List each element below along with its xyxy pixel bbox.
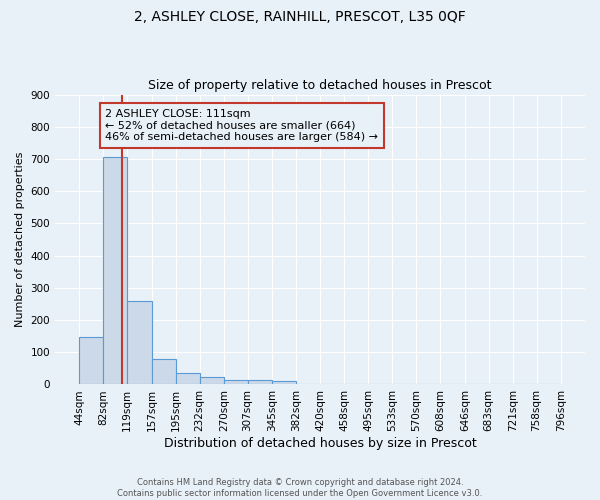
Bar [248, 380, 272, 384]
Bar [127, 300, 152, 384]
Text: 2, ASHLEY CLOSE, RAINHILL, PRESCOT, L35 0QF: 2, ASHLEY CLOSE, RAINHILL, PRESCOT, L35 … [134, 10, 466, 24]
Bar [224, 380, 248, 384]
Text: 2 ASHLEY CLOSE: 111sqm
← 52% of detached houses are smaller (664)
46% of semi-de: 2 ASHLEY CLOSE: 111sqm ← 52% of detached… [106, 109, 379, 142]
Bar [200, 378, 224, 384]
Bar [79, 337, 103, 384]
Bar [103, 157, 127, 384]
X-axis label: Distribution of detached houses by size in Prescot: Distribution of detached houses by size … [164, 437, 476, 450]
Title: Size of property relative to detached houses in Prescot: Size of property relative to detached ho… [148, 79, 492, 92]
Bar [152, 358, 176, 384]
Text: Contains HM Land Registry data © Crown copyright and database right 2024.
Contai: Contains HM Land Registry data © Crown c… [118, 478, 482, 498]
Y-axis label: Number of detached properties: Number of detached properties [15, 152, 25, 327]
Bar [176, 373, 200, 384]
Bar [272, 381, 296, 384]
